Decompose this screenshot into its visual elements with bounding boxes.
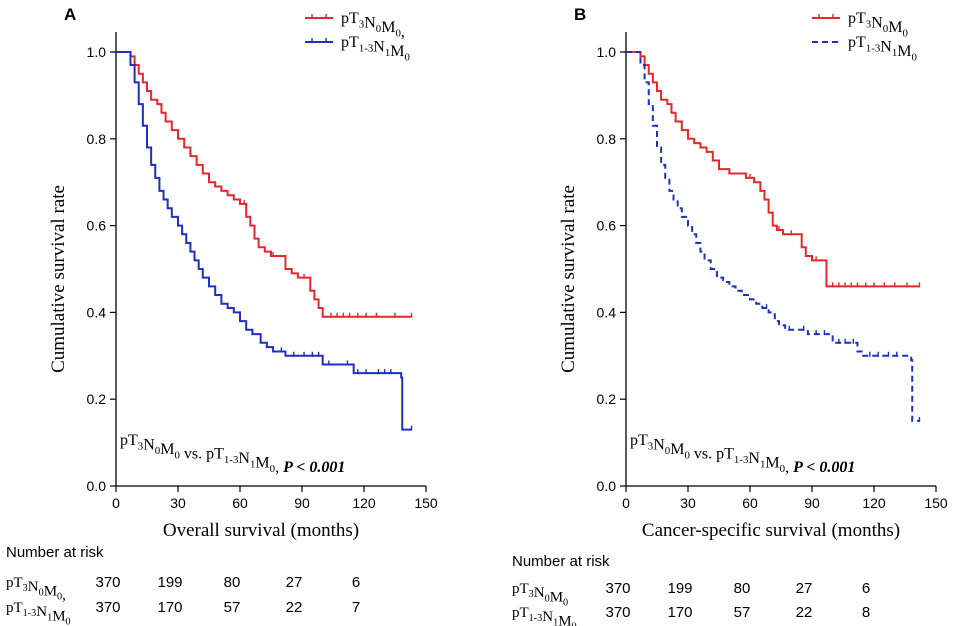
y-tick-label: 0.4 [597,304,617,320]
x-tick-label: 150 [924,495,948,511]
risk-value: 80 [224,574,241,591]
risk-value: 80 [734,580,751,597]
y-tick-label: 0.2 [87,391,107,407]
risk-value: 6 [352,574,360,591]
risk-value: 27 [286,574,303,591]
risk-row-label: pT1-3N1M0 [6,600,71,626]
chart-panel-a: A 0 30 60 90 120 150 0.0 0.2 0.4 0.6 0.8 1.0 Overall … [6,5,438,626]
risk-value: 170 [157,599,182,616]
y-tick-label: 0.0 [87,478,107,494]
legend-label: pT3N0M0, [341,10,405,40]
x-tick-label: 150 [414,495,438,511]
p-value-annotation: pT3N0M0 vs. pT1-3N1M0, P < 0.001 [120,432,345,476]
y-tick-label: 0.6 [87,218,107,234]
survival-curve-pt1-3n1m0 [626,51,920,422]
survival-curve-pt1-3n1m0 [116,51,412,431]
chart-panel-b: B 0 30 60 90 120 150 0.0 0.2 0.4 0.6 0.8 1.0 Cancer-s… [512,5,948,626]
survival-curve-pt3n0m0 [116,51,412,318]
risk-value: 7 [352,599,360,616]
y-axis-label: Cumulative survival rate [48,185,69,373]
y-tick-label: 1.0 [87,44,107,60]
risk-row-label: pT1-3N1M0 [512,605,577,626]
risk-value: 199 [667,580,692,597]
risk-value: 22 [286,599,303,616]
x-tick-label: 90 [804,495,820,511]
x-axis-label: Cancer-specific survival (months) [642,520,900,541]
y-tick-label: 0.6 [597,218,617,234]
legend-label: pT3N0M0 [848,10,908,39]
y-tick-label: 0.8 [597,131,617,147]
risk-value: 27 [796,580,813,597]
risk-value: 170 [667,604,692,621]
x-tick-label: 120 [862,495,886,511]
p-value-annotation: pT3N0M0 vs. pT1-3N1M0, P < 0.001 [630,432,855,476]
risk-value: 6 [862,580,870,597]
x-tick-label: 0 [112,495,120,511]
y-tick-label: 1.0 [597,44,617,60]
risk-value: 22 [796,604,813,621]
risk-value: 370 [95,599,120,616]
risk-table-title: Number at risk [512,553,610,570]
y-tick-label: 0.0 [597,478,617,494]
panel-label: B [574,5,586,24]
x-tick-label: 60 [232,495,248,511]
risk-table-title: Number at risk [6,544,104,561]
y-tick-label: 0.2 [597,391,617,407]
risk-value: 199 [157,574,182,591]
x-tick-label: 120 [352,495,376,511]
risk-row-label: pT3N0M0 [512,581,568,609]
legend-label: pT1-3N1M0 [341,34,411,63]
x-axis-label: Overall survival (months) [163,520,359,541]
risk-value: 370 [95,574,120,591]
y-tick-label: 0.8 [87,131,107,147]
x-tick-label: 30 [170,495,186,511]
legend-label: pT1-3N1M0 [848,34,918,63]
survival-curve-pt3n0m0 [626,51,920,288]
risk-value: 370 [605,580,630,597]
x-tick-label: 30 [680,495,696,511]
x-tick-label: 60 [742,495,758,511]
y-tick-label: 0.4 [87,304,107,320]
x-tick-label: 90 [294,495,310,511]
risk-row-label: pT3N0M0, [6,575,66,604]
risk-value: 57 [224,599,241,616]
risk-value: 57 [734,604,751,621]
risk-value: 370 [605,604,630,621]
risk-value: 8 [862,604,870,621]
x-tick-label: 0 [622,495,630,511]
y-axis-label: Cumulative survival rate [558,185,579,373]
panel-label: A [64,5,76,24]
